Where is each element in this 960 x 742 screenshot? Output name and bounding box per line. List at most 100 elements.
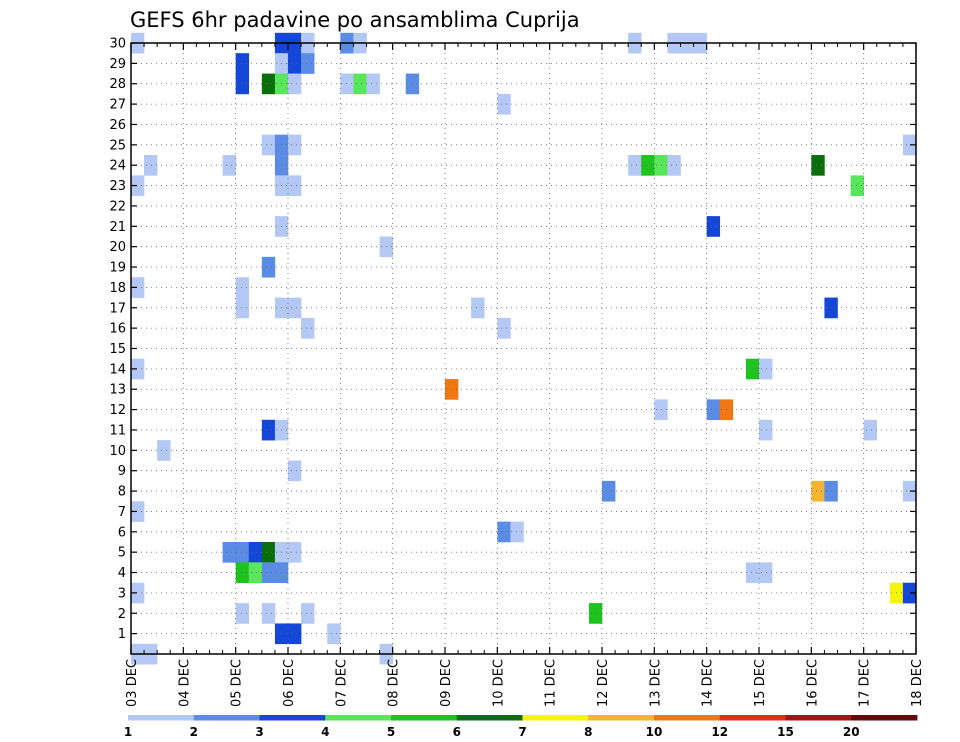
heatmap-cells (131, 32, 917, 665)
colorbar-segment (193, 715, 260, 721)
colorbar-label: 3 (255, 725, 263, 739)
heatmap-cell (288, 53, 302, 74)
x-tick-label: 14 DEC (701, 659, 716, 707)
heatmap-cell (235, 73, 250, 95)
heatmap-cell (706, 216, 721, 237)
heatmap-cell (222, 541, 236, 563)
heatmap-cell (288, 297, 302, 319)
y-tick-label: 15 (109, 342, 126, 357)
colorbar-label: 8 (584, 725, 592, 739)
heatmap-cell (288, 460, 302, 482)
heatmap-cell (222, 155, 236, 176)
colorbar-segment (522, 715, 589, 721)
y-tick-label: 17 (109, 301, 126, 316)
heatmap-cell (261, 134, 276, 156)
heatmap-cell (288, 541, 302, 563)
heatmap-cell (301, 53, 315, 74)
y-tick-label: 6 (118, 525, 126, 540)
heatmap-cell (157, 440, 171, 461)
x-tick-label: 17 DEC (858, 659, 873, 707)
heatmap-cell (288, 175, 302, 197)
colorbar-label: 15 (777, 725, 794, 739)
y-tick-label: 16 (109, 322, 126, 337)
y-tick-label: 28 (109, 77, 126, 92)
heatmap-cell (497, 93, 511, 115)
heatmap-cell (510, 521, 524, 543)
y-tick-label: 3 (118, 586, 126, 601)
heatmap-cell (261, 256, 276, 278)
heatmap-cell (248, 541, 263, 563)
heatmap-cell (340, 73, 354, 95)
y-tick-label: 20 (109, 240, 126, 255)
y-tick-label: 25 (109, 138, 126, 153)
heatmap-cell (602, 480, 616, 502)
grid-lines (131, 42, 916, 654)
heatmap-cell (235, 541, 250, 563)
heatmap-cell (131, 358, 145, 380)
heatmap-cell (902, 582, 917, 604)
heatmap-cell (235, 277, 250, 298)
heatmap-cell (667, 155, 681, 176)
y-tick-label: 4 (118, 566, 126, 581)
heatmap-cell (301, 603, 315, 624)
y-axis: 1234567891011121314151617181920212223242… (109, 37, 916, 642)
colorbar-label: 4 (321, 725, 329, 739)
heatmap-cell (745, 358, 760, 380)
heatmap-cell (235, 562, 250, 584)
colorbar-segment (456, 715, 523, 721)
heatmap-cell (261, 73, 276, 95)
y-tick-label: 2 (118, 607, 126, 622)
heatmap-cell (497, 317, 511, 339)
heatmap-cell (131, 175, 145, 197)
y-tick-label: 11 (109, 423, 126, 438)
heatmap-cell (261, 603, 276, 624)
colorbar-label: 7 (518, 725, 526, 739)
y-tick-label: 5 (118, 546, 126, 561)
colorbar-segment (654, 715, 721, 721)
y-tick-label: 13 (109, 383, 126, 398)
x-axis: 03 DEC 04 DEC 05 DEC 06 DEC 07 DEC 08 DEC 09 D… (125, 43, 925, 707)
x-tick-label: 07 DEC (334, 659, 349, 707)
x-tick-label: 06 DEC (282, 659, 297, 707)
colorbar-label: 1 (124, 725, 132, 739)
colorbar-segment (259, 715, 326, 721)
heatmap-cell (248, 562, 263, 584)
y-tick-label: 7 (118, 505, 126, 520)
heatmap-cell (588, 603, 603, 624)
heatmap-cell (759, 358, 773, 380)
heatmap-cell (706, 399, 721, 421)
heatmap-cell (902, 480, 917, 502)
colorbar-label: 20 (843, 725, 860, 739)
heatmap-cell (235, 603, 250, 624)
heatmap-cell (850, 175, 864, 197)
x-tick-label: 08 DEC (387, 659, 402, 707)
colorbar-segment (128, 715, 195, 721)
y-tick-label: 22 (109, 199, 126, 214)
x-tick-label: 05 DEC (230, 659, 245, 707)
y-tick-label: 24 (109, 159, 126, 174)
heatmap-cell (131, 277, 145, 298)
x-tick-label: 10 DEC (491, 659, 506, 707)
y-tick-label: 30 (109, 37, 126, 52)
chart-title: GEFS 6hr padavine po ansamblima Cuprija (130, 8, 580, 32)
y-tick-label: 1 (118, 627, 126, 642)
x-tick-label: 16 DEC (805, 659, 820, 707)
x-tick-label: 15 DEC (753, 659, 768, 707)
colorbar-label: 2 (190, 725, 198, 739)
x-tick-label: 04 DEC (177, 659, 192, 707)
heatmap-cell (497, 521, 511, 543)
x-tick-label: 12 DEC (596, 659, 611, 707)
y-tick-label: 14 (109, 362, 126, 377)
heatmap-cell (235, 297, 250, 319)
y-tick-label: 21 (109, 220, 126, 235)
colorbar-segment (391, 715, 458, 721)
heatmap-cell (301, 317, 315, 339)
heatmap-cell (863, 419, 878, 441)
heatmap-cell (144, 155, 158, 176)
heatmap-cell (759, 419, 773, 441)
colorbar-label: 12 (711, 725, 728, 739)
heatmap-cell (353, 73, 367, 95)
y-tick-label: 8 (118, 485, 126, 500)
heatmap-cell (405, 73, 420, 95)
